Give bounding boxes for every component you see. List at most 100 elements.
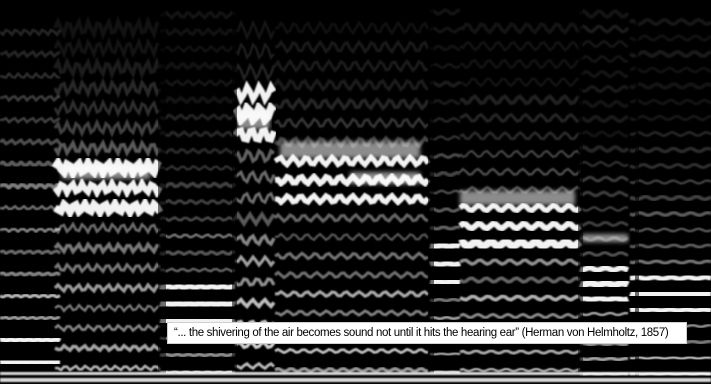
harmonic-line: [429, 224, 461, 232]
harmonic-line: [273, 153, 431, 169]
harmonic-line: [233, 340, 276, 350]
harmonic-line: [429, 80, 461, 88]
harmonic-line: [579, 160, 629, 168]
harmonic-line: [159, 27, 237, 37]
harmonic-line: [0, 182, 61, 191]
harmonic-line: [629, 114, 711, 122]
harmonic-line: [159, 316, 237, 326]
harmonic-line: [159, 61, 237, 71]
harmonic-line: [53, 98, 161, 118]
harmonic-line: [234, 254, 276, 268]
note-transition: [428, 0, 434, 384]
harmonic-line: [579, 220, 629, 228]
harmonic-line: [0, 293, 61, 300]
harmonic-line: [0, 227, 61, 234]
harmonic-line: [232, 126, 277, 144]
harmonic-line: [459, 94, 581, 106]
harmonic-line: [629, 356, 711, 360]
harmonic-line: [579, 264, 630, 274]
harmonic-line: [458, 202, 582, 214]
harmonic-line: [429, 189, 461, 195]
harmonic-line: [629, 179, 711, 185]
harmonic-line: [629, 243, 711, 249]
harmonic-line: [579, 190, 629, 198]
harmonic-line: [579, 99, 629, 109]
harmonic-line: [53, 118, 162, 138]
harmonic-line: [159, 164, 236, 172]
harmonic-line: [578, 144, 630, 154]
harmonic-line: [234, 42, 275, 60]
harmonic-line: [429, 152, 461, 160]
harmonic-line: [233, 148, 276, 164]
harmonic-line: [629, 98, 711, 106]
harmonic-line: [459, 349, 581, 355]
harmonic-line: [429, 352, 461, 357]
harmonic-line: [159, 282, 236, 292]
harmonic-line: [628, 288, 711, 300]
harmonic-line: [0, 358, 61, 367]
harmonic-line: [458, 220, 582, 232]
harmonic-line: [579, 54, 629, 64]
baseline-band: [0, 372, 711, 375]
harmonic-line: [458, 237, 583, 251]
harmonic-line: [159, 130, 236, 138]
note-transition: [578, 0, 583, 384]
harmonic-line: [629, 66, 711, 74]
harmonic-line: [0, 249, 61, 256]
harmonic-line: [159, 113, 237, 122]
harmonic-line: [629, 130, 711, 138]
harmonic-line: [0, 204, 61, 211]
harmonic-line: [579, 311, 629, 317]
harmonic-line: [53, 282, 161, 294]
harmonic-line: [159, 267, 236, 273]
harmonic-line: [273, 212, 429, 224]
harmonic-line: [233, 210, 276, 228]
harmonic-line: [234, 169, 276, 185]
harmonic-line: [0, 49, 61, 59]
harmonic-line: [459, 167, 581, 176]
harmonic-line: [629, 210, 711, 218]
harmonic-line: [53, 37, 161, 59]
harmonic-line: [459, 149, 581, 159]
harmonic-line: [429, 116, 461, 124]
harmonic-line: [53, 196, 164, 220]
harmonic-line: [579, 250, 629, 258]
harmonic-line: [159, 233, 236, 239]
harmonic-line: [0, 94, 61, 103]
harmonic-line: [428, 259, 462, 269]
harmonic-line: [274, 251, 429, 261]
harmonic-line: [159, 95, 237, 105]
harmonic-line: [0, 116, 61, 124]
harmonic-line: [429, 315, 461, 321]
harmonic-line: [459, 258, 581, 266]
harmonic-line: [579, 175, 629, 183]
harmonic-line: [429, 277, 461, 287]
harmonic-line: [0, 315, 61, 321]
harmonic-line: [274, 232, 429, 242]
note-transition: [635, 0, 639, 384]
harmonic-line: [629, 17, 711, 27]
harmonic-line: [54, 323, 160, 333]
harmonic-line: [578, 294, 630, 304]
harmonic-line: [274, 366, 429, 374]
harmonic-line: [159, 198, 236, 206]
harmonic-line: [0, 336, 62, 344]
harmonic-line: [429, 8, 461, 16]
harmonic-line: [429, 98, 460, 106]
note-transition: [158, 0, 166, 384]
harmonic-line: [629, 259, 711, 265]
harmonic-line: [159, 249, 236, 257]
harmonic-line: [579, 114, 629, 124]
formant-highlight: [280, 142, 420, 158]
harmonic-line: [53, 56, 162, 80]
harmonic-line: [274, 289, 430, 299]
harmonic-line: [629, 146, 711, 154]
harmonic-line: [429, 135, 461, 141]
harmonic-line: [459, 58, 581, 70]
harmonic-line: [579, 356, 629, 362]
harmonic-line: [53, 221, 161, 235]
harmonic-line: [629, 34, 711, 42]
harmonic-line: [274, 20, 430, 36]
harmonic-line: [629, 227, 711, 233]
harmonic-line: [579, 206, 629, 212]
